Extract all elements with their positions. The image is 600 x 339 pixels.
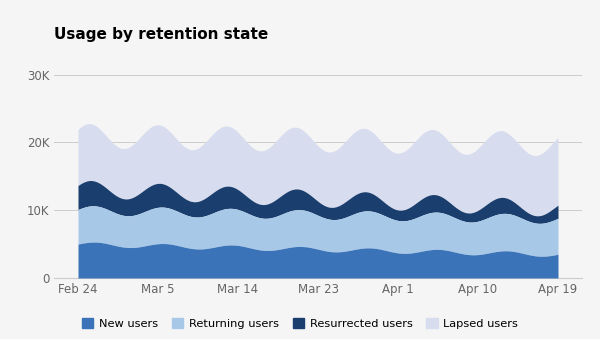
Text: Usage by retention state: Usage by retention state [54, 27, 268, 42]
Legend: New users, Returning users, Resurrected users, Lapsed users: New users, Returning users, Resurrected … [77, 314, 523, 333]
